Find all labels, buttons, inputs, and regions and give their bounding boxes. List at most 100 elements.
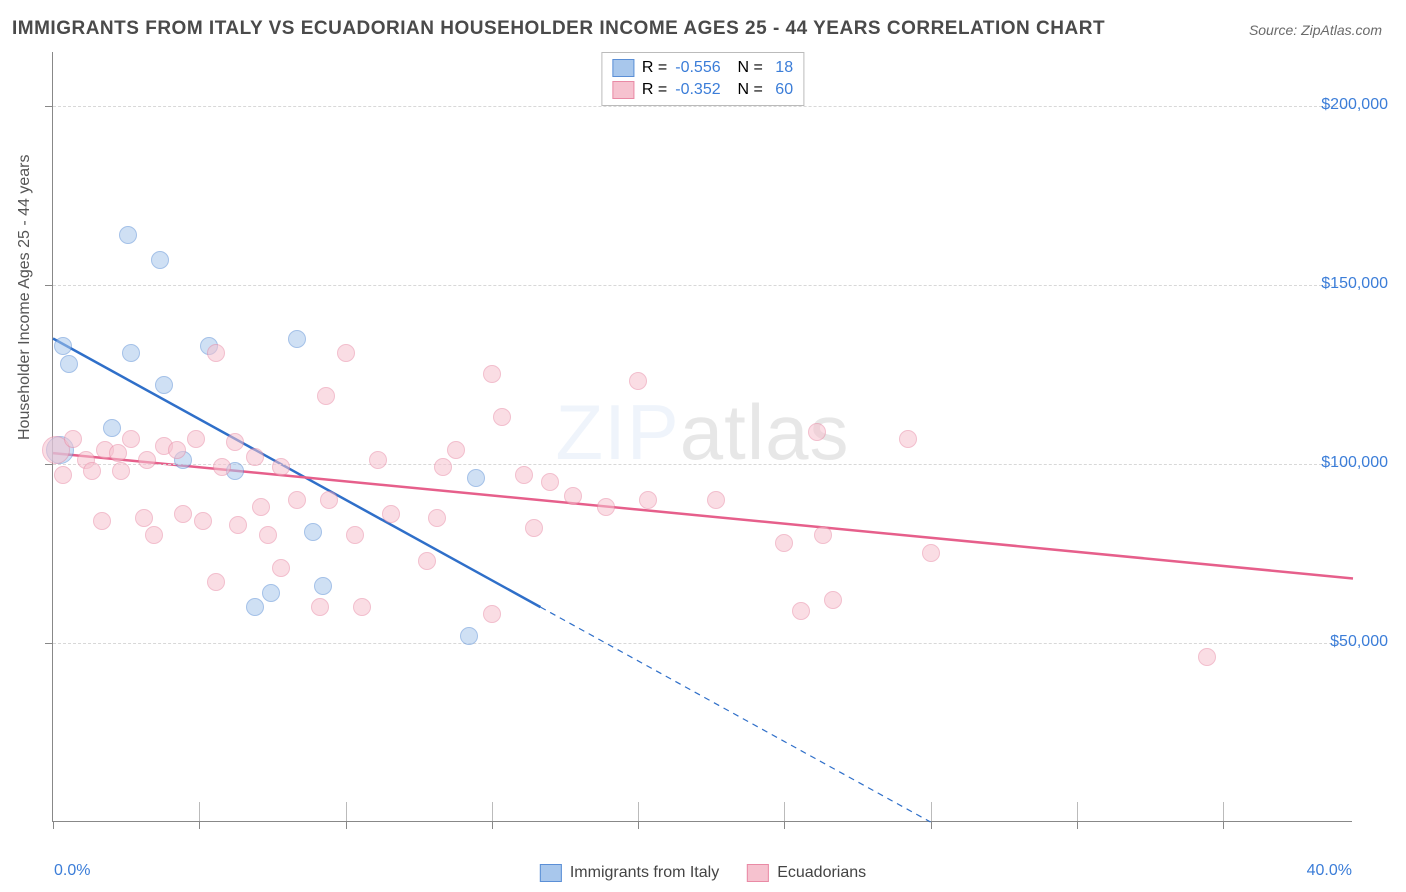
gridline [199, 802, 200, 822]
chart-title: IMMIGRANTS FROM ITALY VS ECUADORIAN HOUS… [12, 18, 1105, 40]
legend-n-value: 60 [771, 81, 793, 99]
data-point-ecuadorians [145, 526, 163, 544]
data-point-ecuadorians [317, 387, 335, 405]
legend-item: Ecuadorians [747, 864, 866, 882]
y-tick-label: $50,000 [1330, 633, 1388, 651]
gridline [784, 802, 785, 822]
gridline [53, 285, 1352, 286]
series-legend: Immigrants from Italy Ecuadorians [540, 864, 866, 882]
gridline [346, 802, 347, 822]
data-point-ecuadorians [493, 408, 511, 426]
data-point-ecuadorians [353, 598, 371, 616]
legend-n-label: N = [729, 81, 763, 99]
data-point-ecuadorians [824, 591, 842, 609]
gridline [1223, 802, 1224, 822]
data-point-ecuadorians [135, 509, 153, 527]
y-tick-label: $100,000 [1321, 454, 1388, 472]
legend-item: Immigrants from Italy [540, 864, 719, 882]
data-point-ecuadorians [922, 544, 940, 562]
data-point-italy [262, 584, 280, 602]
data-point-ecuadorians [252, 498, 270, 516]
data-point-ecuadorians [707, 491, 725, 509]
data-point-ecuadorians [112, 462, 130, 480]
data-point-italy [314, 577, 332, 595]
y-tick-label: $150,000 [1321, 275, 1388, 293]
data-point-ecuadorians [272, 458, 290, 476]
data-point-ecuadorians [428, 509, 446, 527]
source-attribution: Source: ZipAtlas.com [1249, 22, 1382, 38]
x-axis-max-label: 40.0% [1307, 862, 1352, 880]
legend-label: Immigrants from Italy [570, 864, 719, 882]
data-point-ecuadorians [311, 598, 329, 616]
data-point-ecuadorians [272, 559, 290, 577]
data-point-ecuadorians [246, 448, 264, 466]
data-point-ecuadorians [639, 491, 657, 509]
legend-r-label: R = [642, 81, 667, 99]
y-axis-label: Householder Income Ages 25 - 44 years [16, 155, 34, 441]
correlation-legend: R = -0.556 N = 18 R = -0.352 N = 60 [601, 52, 804, 106]
regression-lines [53, 52, 1352, 821]
data-point-ecuadorians [168, 441, 186, 459]
gridline [53, 464, 1352, 465]
data-point-ecuadorians [792, 602, 810, 620]
data-point-italy [103, 419, 121, 437]
x-axis-min-label: 0.0% [54, 862, 90, 880]
legend-swatch [540, 864, 562, 882]
data-point-italy [122, 344, 140, 362]
gridline [931, 802, 932, 822]
data-point-ecuadorians [775, 534, 793, 552]
data-point-ecuadorians [899, 430, 917, 448]
plot-area: ZIPatlas R = -0.556 N = 18R = -0.352 N =… [52, 52, 1352, 822]
data-point-italy [304, 523, 322, 541]
data-point-ecuadorians [629, 372, 647, 390]
legend-r-value: -0.556 [675, 59, 720, 77]
data-point-italy [467, 469, 485, 487]
data-point-italy [460, 627, 478, 645]
legend-swatch [747, 864, 769, 882]
data-point-ecuadorians [483, 365, 501, 383]
data-point-ecuadorians [346, 526, 364, 544]
data-point-ecuadorians [54, 466, 72, 484]
legend-n-label: N = [729, 59, 763, 77]
data-point-ecuadorians [64, 430, 82, 448]
data-point-italy [54, 337, 72, 355]
data-point-ecuadorians [226, 433, 244, 451]
data-point-ecuadorians [229, 516, 247, 534]
data-point-italy [246, 598, 264, 616]
legend-n-value: 18 [771, 59, 793, 77]
gridline [53, 643, 1352, 644]
data-point-ecuadorians [1198, 648, 1216, 666]
data-point-ecuadorians [194, 512, 212, 530]
legend-r-label: R = [642, 59, 667, 77]
y-tick-label: $200,000 [1321, 96, 1388, 114]
legend-swatch [612, 81, 634, 99]
regression-line-ecuadorians [53, 453, 1353, 578]
data-point-ecuadorians [447, 441, 465, 459]
data-point-ecuadorians [483, 605, 501, 623]
legend-stat-row: R = -0.352 N = 60 [612, 79, 793, 101]
legend-r-value: -0.352 [675, 81, 720, 99]
data-point-ecuadorians [369, 451, 387, 469]
data-point-ecuadorians [564, 487, 582, 505]
data-point-ecuadorians [337, 344, 355, 362]
data-point-ecuadorians [187, 430, 205, 448]
data-point-ecuadorians [174, 505, 192, 523]
gridline [638, 802, 639, 822]
data-point-ecuadorians [434, 458, 452, 476]
data-point-ecuadorians [109, 444, 127, 462]
regression-extrap-italy [541, 607, 931, 822]
gridline [53, 106, 1352, 107]
data-point-italy [151, 251, 169, 269]
data-point-ecuadorians [320, 491, 338, 509]
data-point-ecuadorians [814, 526, 832, 544]
legend-swatch [612, 59, 634, 77]
gridline [1077, 802, 1078, 822]
data-point-ecuadorians [122, 430, 140, 448]
data-point-ecuadorians [207, 344, 225, 362]
data-point-ecuadorians [207, 573, 225, 591]
gridline [492, 802, 493, 822]
data-point-ecuadorians [259, 526, 277, 544]
data-point-ecuadorians [541, 473, 559, 491]
data-point-italy [155, 376, 173, 394]
data-point-ecuadorians [418, 552, 436, 570]
